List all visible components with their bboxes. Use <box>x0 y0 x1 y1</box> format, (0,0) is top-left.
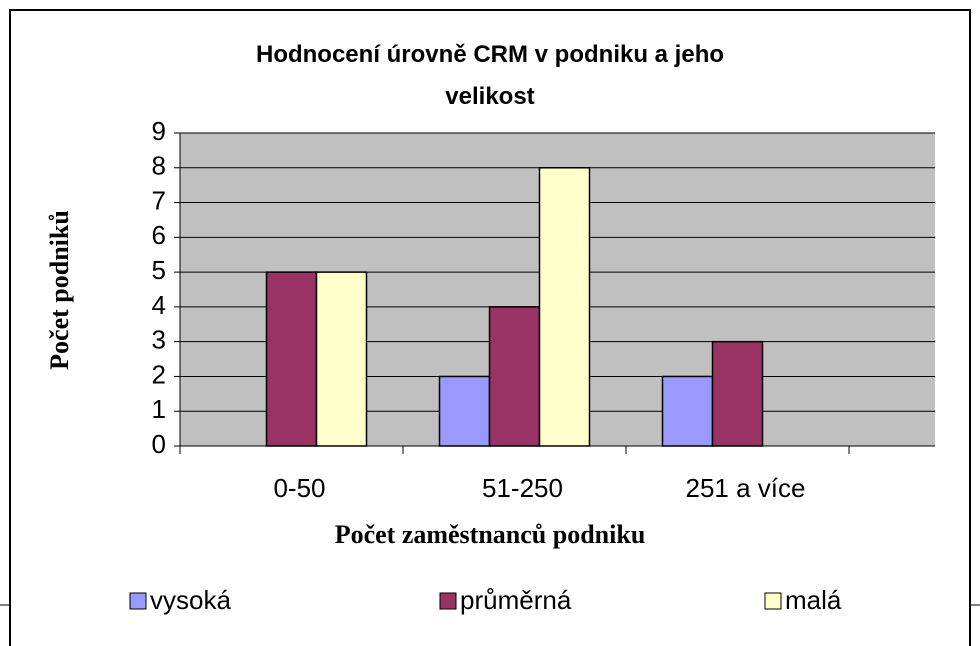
x-tick-label: 251 a více <box>686 473 806 503</box>
legend-swatch <box>439 592 457 610</box>
y-tick-label: 4 <box>152 290 166 320</box>
y-tick-label: 2 <box>152 359 166 389</box>
legend-label: malá <box>785 585 842 615</box>
y-tick-label: 8 <box>152 151 166 181</box>
legend-swatch <box>129 592 147 610</box>
bar <box>438 375 491 447</box>
frame <box>9 9 971 646</box>
y-tick-label: 5 <box>152 255 166 285</box>
legend-swatch <box>764 592 782 610</box>
y-tick-label: 0 <box>152 429 166 459</box>
bar <box>265 271 318 447</box>
y-tick-label: 9 <box>152 116 166 146</box>
y-tick-label: 1 <box>152 394 166 424</box>
x-axis-label: Počet zaměstnanců podniku <box>335 520 646 549</box>
bar <box>315 271 368 447</box>
y-axis-label: Počet podniků <box>45 210 74 370</box>
bar <box>661 375 714 447</box>
bar <box>711 340 764 447</box>
bar <box>538 167 591 447</box>
y-tick-label: 6 <box>152 220 166 250</box>
y-tick-label: 3 <box>152 325 166 355</box>
x-tick-label: 51-250 <box>482 473 563 503</box>
bar <box>488 306 541 447</box>
x-tick-label: 0-50 <box>273 473 325 503</box>
legend-label: průměrná <box>460 585 572 615</box>
chart-title: Hodnocení úrovně CRM v podniku a jeho ve… <box>255 41 725 110</box>
y-tick-label: 7 <box>152 185 166 215</box>
legend-label: vysoká <box>150 585 231 615</box>
